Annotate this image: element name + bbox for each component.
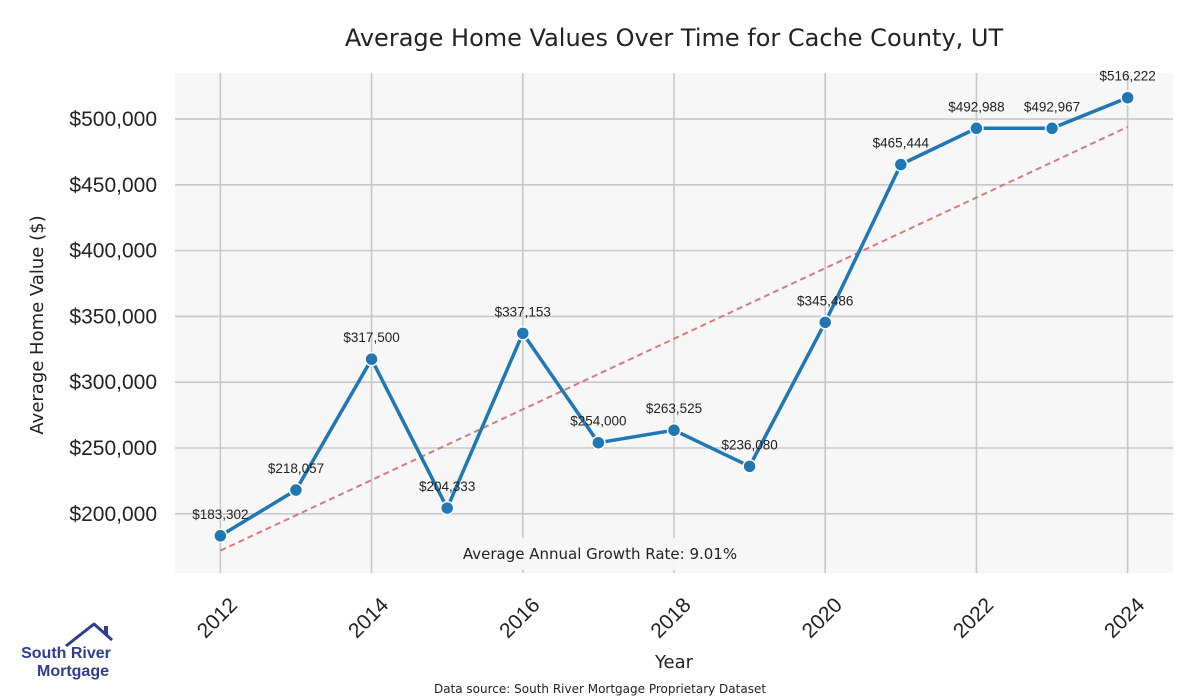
data-label: $492,967 (1024, 99, 1080, 114)
data-source-note: Data source: South River Mortgage Propri… (434, 682, 766, 696)
data-label: $204,333 (419, 479, 475, 494)
growth-annotation-text: Average Annual Growth Rate: 9.01% (463, 545, 737, 563)
data-label: $337,153 (495, 304, 551, 319)
data-point (1044, 121, 1060, 136)
x-axis-ticks: 2012 2014 2016 2018 2020 2022 2024 (193, 593, 1150, 643)
data-label: $183,302 (192, 507, 248, 522)
chart-title: Average Home Values Over Time for Cache … (345, 24, 1004, 52)
y-tick-label: $300,000 (69, 371, 157, 394)
y-tick-label: $500,000 (69, 108, 157, 131)
logo-line-1: South River (21, 645, 111, 662)
house-roof-icon (65, 622, 113, 648)
x-tick-label: 2016 (495, 593, 544, 642)
x-tick-label: 2020 (798, 593, 847, 642)
data-label: $465,444 (873, 136, 930, 151)
data-point (817, 315, 833, 330)
x-tick-label: 2022 (949, 593, 998, 642)
data-points (213, 90, 1135, 544)
data-label: $254,000 (570, 414, 626, 429)
x-tick-label: 2012 (193, 593, 242, 642)
data-label: $236,080 (721, 437, 777, 452)
trend-line (219, 126, 1129, 552)
grid (175, 73, 1173, 573)
data-point (893, 157, 909, 172)
data-point (1120, 90, 1135, 105)
x-tick-label: 2014 (344, 593, 394, 643)
x-tick-label: 2024 (1100, 593, 1150, 643)
y-tick-label: $350,000 (69, 305, 157, 328)
y-tick-label: $250,000 (69, 437, 157, 460)
data-label: $345,486 (797, 293, 853, 308)
logo-line-2: Mortgage (37, 663, 109, 680)
data-label: $218,057 (268, 461, 324, 476)
y-axis-ticks: $200,000 $250,000 $300,000 $350,000 $400,000… (69, 108, 157, 526)
data-point (742, 459, 757, 474)
data-point (666, 422, 682, 438)
y-tick-label: $400,000 (69, 240, 157, 263)
data-labels: $183,302 $218,057 $317,500 $204,333 $337,153… (192, 69, 1156, 522)
data-point (439, 500, 455, 516)
y-axis-label: Average Home Value ($) (27, 215, 48, 434)
x-tick-label: 2018 (646, 593, 695, 642)
data-label: $317,500 (343, 330, 399, 345)
south-river-logo: South River Mortgage (21, 622, 113, 680)
data-point (213, 528, 228, 544)
data-label: $516,222 (1099, 69, 1155, 84)
y-tick-label: $200,000 (69, 503, 157, 526)
y-tick-label: $450,000 (69, 174, 157, 197)
data-label: $492,988 (948, 99, 1004, 114)
data-point (591, 435, 606, 450)
x-axis-label: Year (654, 652, 694, 673)
data-point (969, 121, 984, 136)
growth-annotation: Average Annual Growth Rate: 9.01% (450, 538, 750, 570)
data-point (364, 351, 379, 367)
data-label: $263,525 (646, 401, 702, 416)
data-point (515, 326, 531, 341)
data-point (288, 482, 304, 498)
